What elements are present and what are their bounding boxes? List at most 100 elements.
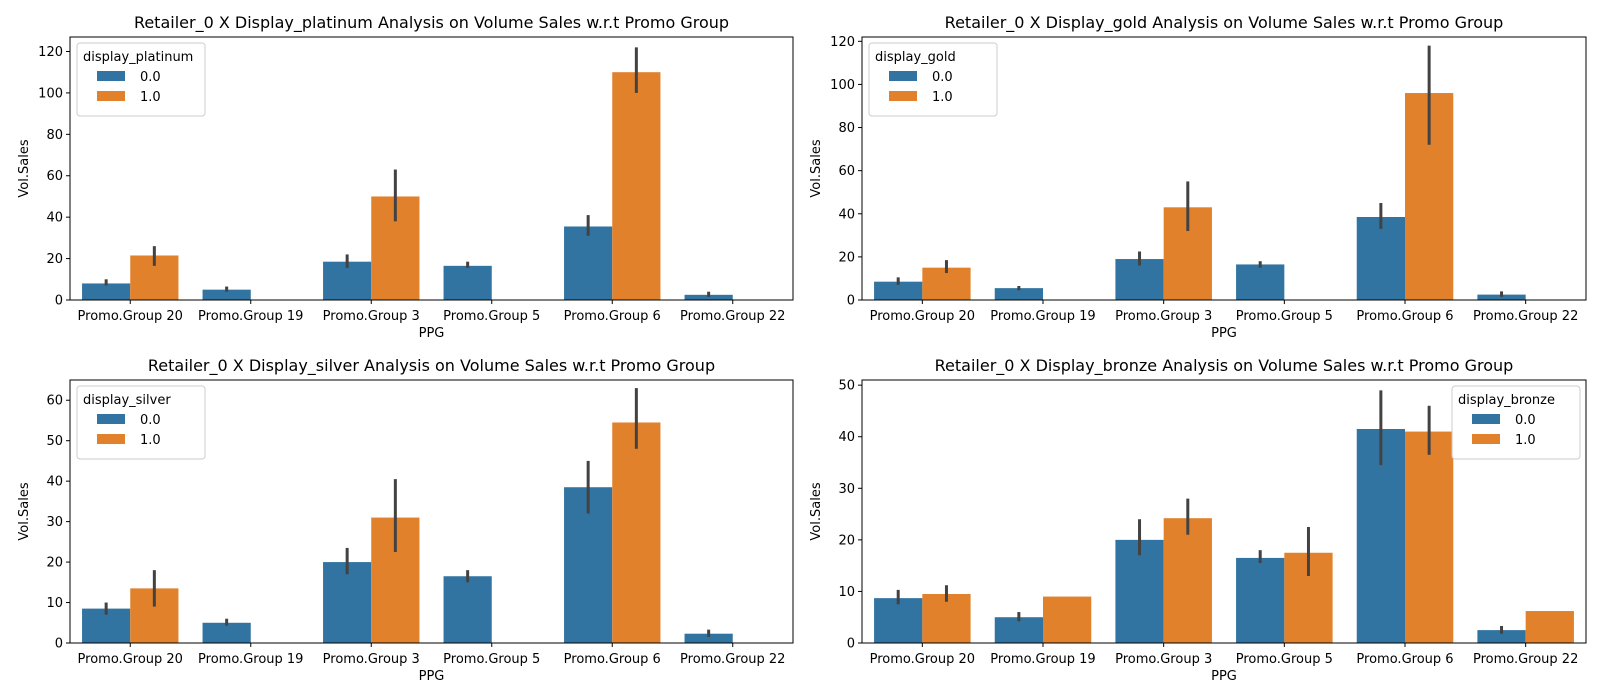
legend: display_bronze 0.0 1.0 <box>1451 385 1581 460</box>
legend-swatch <box>889 91 917 101</box>
x-tick-label: Promo.Group 19 <box>990 652 1095 667</box>
x-axis-label: PPG <box>419 326 445 341</box>
legend-swatch <box>97 434 125 444</box>
x-tick-label: Promo.Group 6 <box>564 309 661 324</box>
x-tick-label: Promo.Group 22 <box>680 309 785 324</box>
chart-title: Retailer_0 X Display_platinum Analysis o… <box>134 13 729 33</box>
legend-label: 0.0 <box>1515 413 1536 428</box>
legend-label: 0.0 <box>140 70 161 85</box>
y-tick-label: 50 <box>838 379 855 394</box>
y-tick-label: 120 <box>38 45 63 60</box>
bar <box>612 422 661 643</box>
axes-frame <box>69 36 794 301</box>
bar <box>1477 294 1526 300</box>
legend-title: display_gold <box>875 50 956 65</box>
bar <box>443 265 492 300</box>
bar <box>922 594 971 643</box>
x-axis-label: PPG <box>1211 326 1237 341</box>
legend: display_gold 0.0 1.0 <box>868 42 998 117</box>
axes-frame <box>69 379 794 644</box>
axes-frame <box>861 36 1587 301</box>
legend-label: 1.0 <box>140 433 161 448</box>
y-tick-label: 10 <box>46 596 63 611</box>
bar <box>1115 259 1164 300</box>
bar <box>1405 431 1454 643</box>
y-tick-label: 60 <box>46 169 63 184</box>
legend-swatch <box>889 71 917 81</box>
x-tick-label: Promo.Group 20 <box>870 309 975 324</box>
bar <box>1236 557 1285 643</box>
y-tick-label: 20 <box>838 250 855 265</box>
y-tick-label: 0 <box>55 637 63 652</box>
legend-title: display_bronze <box>1458 393 1555 408</box>
bar <box>1043 596 1092 643</box>
axes-frame <box>861 379 1587 644</box>
x-axis-label: PPG <box>419 669 445 684</box>
chart-panel-0: 0 20 40 60 80 100 120 Promo.Group 20 Promo.Group… <box>17 13 794 341</box>
legend-swatch <box>1472 414 1500 424</box>
bar <box>994 288 1043 300</box>
x-tick-label: Promo.Group 19 <box>198 309 303 324</box>
bar <box>564 226 613 300</box>
x-tick-label: Promo.Group 19 <box>198 652 303 667</box>
x-tick-label: Promo.Group 5 <box>443 652 540 667</box>
x-tick-label: Promo.Group 3 <box>323 652 420 667</box>
y-axis-label: Vol.Sales <box>17 139 32 197</box>
x-tick-label: Promo.Group 5 <box>1236 309 1333 324</box>
y-tick-label: 20 <box>838 533 855 548</box>
x-tick-label: Promo.Group 6 <box>1356 652 1453 667</box>
legend-label: 1.0 <box>140 90 161 105</box>
x-tick-label: Promo.Group 19 <box>990 309 1095 324</box>
bar <box>323 261 372 300</box>
x-tick-label: Promo.Group 20 <box>78 652 183 667</box>
y-tick-label: 40 <box>838 207 855 222</box>
bar <box>443 576 492 643</box>
x-axis-label: PPG <box>1211 669 1237 684</box>
y-tick-label: 10 <box>838 585 855 600</box>
x-tick-label: Promo.Group 6 <box>564 652 661 667</box>
x-tick-label: Promo.Group 3 <box>1115 309 1212 324</box>
y-tick-label: 20 <box>46 252 63 267</box>
x-tick-label: Promo.Group 3 <box>1115 652 1212 667</box>
x-tick-label: Promo.Group 20 <box>78 309 183 324</box>
y-tick-label: 120 <box>830 35 855 50</box>
y-tick-label: 40 <box>838 430 855 445</box>
y-tick-label: 100 <box>830 78 855 93</box>
bar <box>202 622 251 643</box>
y-tick-label: 80 <box>46 128 63 143</box>
x-tick-label: Promo.Group 22 <box>1473 652 1578 667</box>
x-tick-label: Promo.Group 5 <box>443 309 540 324</box>
y-tick-label: 60 <box>838 164 855 179</box>
legend-label: 0.0 <box>140 413 161 428</box>
bar <box>874 281 923 300</box>
chart-title: Retailer_0 X Display_silver Analysis on … <box>148 356 715 376</box>
legend-label: 1.0 <box>932 90 953 105</box>
y-tick-label: 20 <box>46 556 63 571</box>
y-tick-label: 60 <box>46 394 63 409</box>
legend-label: 0.0 <box>932 70 953 85</box>
chart-panel-2: 0 10 20 30 40 50 60 Promo.Group 20 Promo.Group 1… <box>17 356 794 684</box>
bar <box>684 633 733 643</box>
x-tick-label: Promo.Group 20 <box>870 652 975 667</box>
bar <box>1163 518 1212 643</box>
x-tick-label: Promo.Group 3 <box>323 309 420 324</box>
bar <box>1236 264 1285 300</box>
legend-swatch <box>97 414 125 424</box>
y-tick-label: 100 <box>38 86 63 101</box>
y-tick-label: 0 <box>847 294 855 309</box>
y-tick-label: 30 <box>838 482 855 497</box>
y-tick-label: 0 <box>55 294 63 309</box>
x-tick-label: Promo.Group 6 <box>1356 309 1453 324</box>
legend-swatch <box>97 91 125 101</box>
y-axis-label: Vol.Sales <box>809 482 824 540</box>
bar <box>1356 217 1405 300</box>
bar <box>612 72 661 300</box>
bar <box>202 289 251 300</box>
y-tick-label: 40 <box>46 211 63 226</box>
legend-title: display_platinum <box>83 50 193 65</box>
x-tick-label: Promo.Group 5 <box>1236 652 1333 667</box>
y-tick-label: 80 <box>838 121 855 136</box>
bar <box>684 294 733 300</box>
x-tick-label: Promo.Group 22 <box>680 652 785 667</box>
